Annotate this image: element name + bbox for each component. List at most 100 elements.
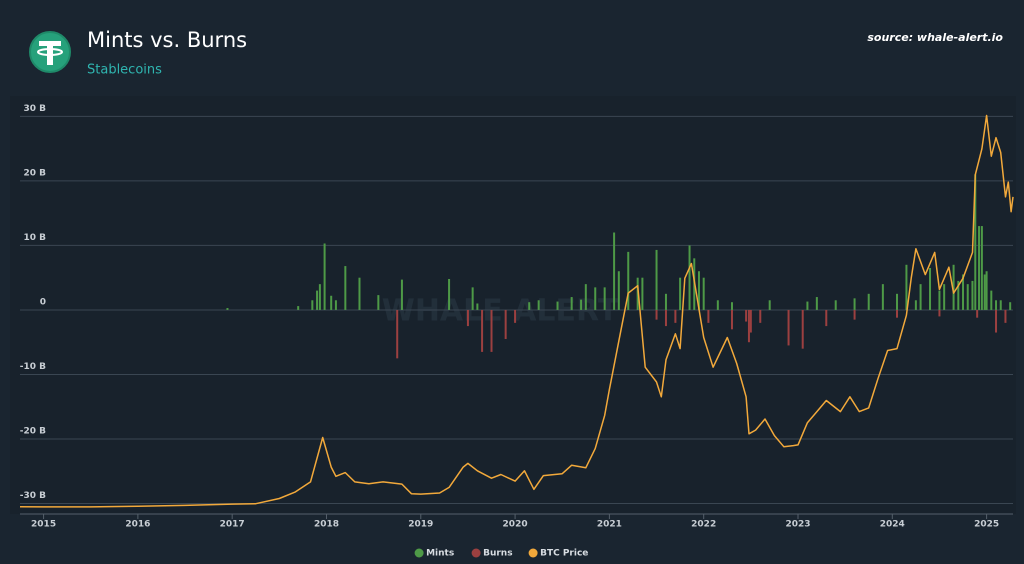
bar (919, 284, 922, 310)
legend-label: BTC Price (540, 549, 588, 559)
x-tick-label: 2023 (785, 520, 810, 530)
bar (801, 309, 804, 349)
bar (580, 299, 583, 310)
bar (226, 308, 229, 310)
bar (697, 271, 700, 310)
x-tick-label: 2022 (691, 520, 716, 530)
bar (471, 287, 474, 310)
bar (825, 309, 828, 327)
legend-swatch (414, 548, 424, 558)
bar (896, 293, 899, 310)
bar (537, 300, 540, 310)
bar (806, 301, 809, 310)
x-tick-label: 2021 (597, 520, 622, 530)
bar (952, 264, 955, 310)
bar (466, 309, 469, 327)
chart-title: Mints vs. Burns (87, 28, 247, 52)
bar (556, 301, 559, 310)
bar (448, 278, 451, 310)
y-tick-label: 30 B (23, 104, 46, 114)
y-tick-label: 20 B (23, 168, 46, 178)
legend-swatch (528, 548, 538, 558)
x-tick-label: 2017 (220, 520, 245, 530)
bar (747, 309, 750, 343)
bar (962, 274, 965, 310)
bar (999, 300, 1002, 310)
bar (377, 295, 380, 310)
bar (570, 297, 573, 310)
bar (978, 226, 981, 310)
bar (330, 295, 333, 310)
bar (702, 277, 705, 310)
x-tick-label: 2018 (314, 520, 339, 530)
bar (985, 271, 988, 310)
bar (396, 309, 399, 359)
bar (613, 232, 616, 310)
plot-area (10, 96, 1016, 514)
bar (311, 300, 314, 310)
bar (995, 300, 998, 310)
bar (976, 309, 979, 318)
bar (617, 271, 620, 310)
y-tick-label: -10 B (20, 362, 46, 372)
bar (815, 297, 818, 310)
bar (627, 251, 630, 310)
bar (528, 302, 531, 310)
bar (655, 309, 658, 320)
bar (787, 309, 790, 346)
bar (1004, 309, 1007, 323)
bar (730, 302, 733, 310)
bar (584, 284, 587, 310)
bar (905, 264, 908, 310)
y-tick-label: 0 (40, 297, 46, 307)
bar (334, 300, 337, 310)
bar (896, 309, 899, 318)
y-tick-label: -30 B (20, 491, 46, 501)
x-tick-label: 2024 (880, 520, 905, 530)
bar (716, 300, 719, 310)
bar (688, 245, 691, 310)
bar (1009, 302, 1012, 310)
bar (490, 309, 493, 352)
logo (29, 31, 71, 73)
bar (476, 303, 479, 310)
x-tick-label: 2016 (125, 520, 150, 530)
bar (966, 284, 969, 310)
y-tick-label: 10 B (23, 233, 46, 243)
bar (679, 277, 682, 310)
bar (655, 249, 658, 310)
bar (914, 300, 917, 310)
bar (834, 300, 837, 310)
line (19, 114, 1014, 508)
bar (938, 290, 941, 310)
bar (943, 284, 946, 310)
y-tick-label: -20 B (20, 427, 46, 437)
chart-subtitle: Stablecoins (87, 63, 162, 78)
bar (594, 287, 597, 310)
bar (323, 243, 326, 310)
x-tick-label: 2025 (974, 520, 999, 530)
bar (995, 309, 998, 333)
bar (929, 268, 932, 310)
bar (358, 277, 361, 310)
bar (759, 309, 762, 323)
x-tick-label: 2019 (408, 520, 433, 530)
bar (853, 298, 856, 310)
bar (971, 280, 974, 310)
bar (983, 274, 986, 310)
bar (316, 290, 319, 310)
bar (957, 280, 960, 310)
legend-swatch (471, 548, 481, 558)
bar (481, 309, 484, 352)
bar (867, 293, 870, 310)
legend-label: Mints (426, 549, 454, 559)
legend-label: Burns (483, 549, 512, 559)
x-tick-label: 2015 (31, 520, 56, 530)
bar (641, 277, 644, 310)
bar (297, 306, 300, 310)
bar (745, 309, 748, 322)
bar (664, 309, 667, 327)
x-tick-label: 2020 (503, 520, 528, 530)
bar (636, 277, 639, 310)
bar (664, 293, 667, 310)
